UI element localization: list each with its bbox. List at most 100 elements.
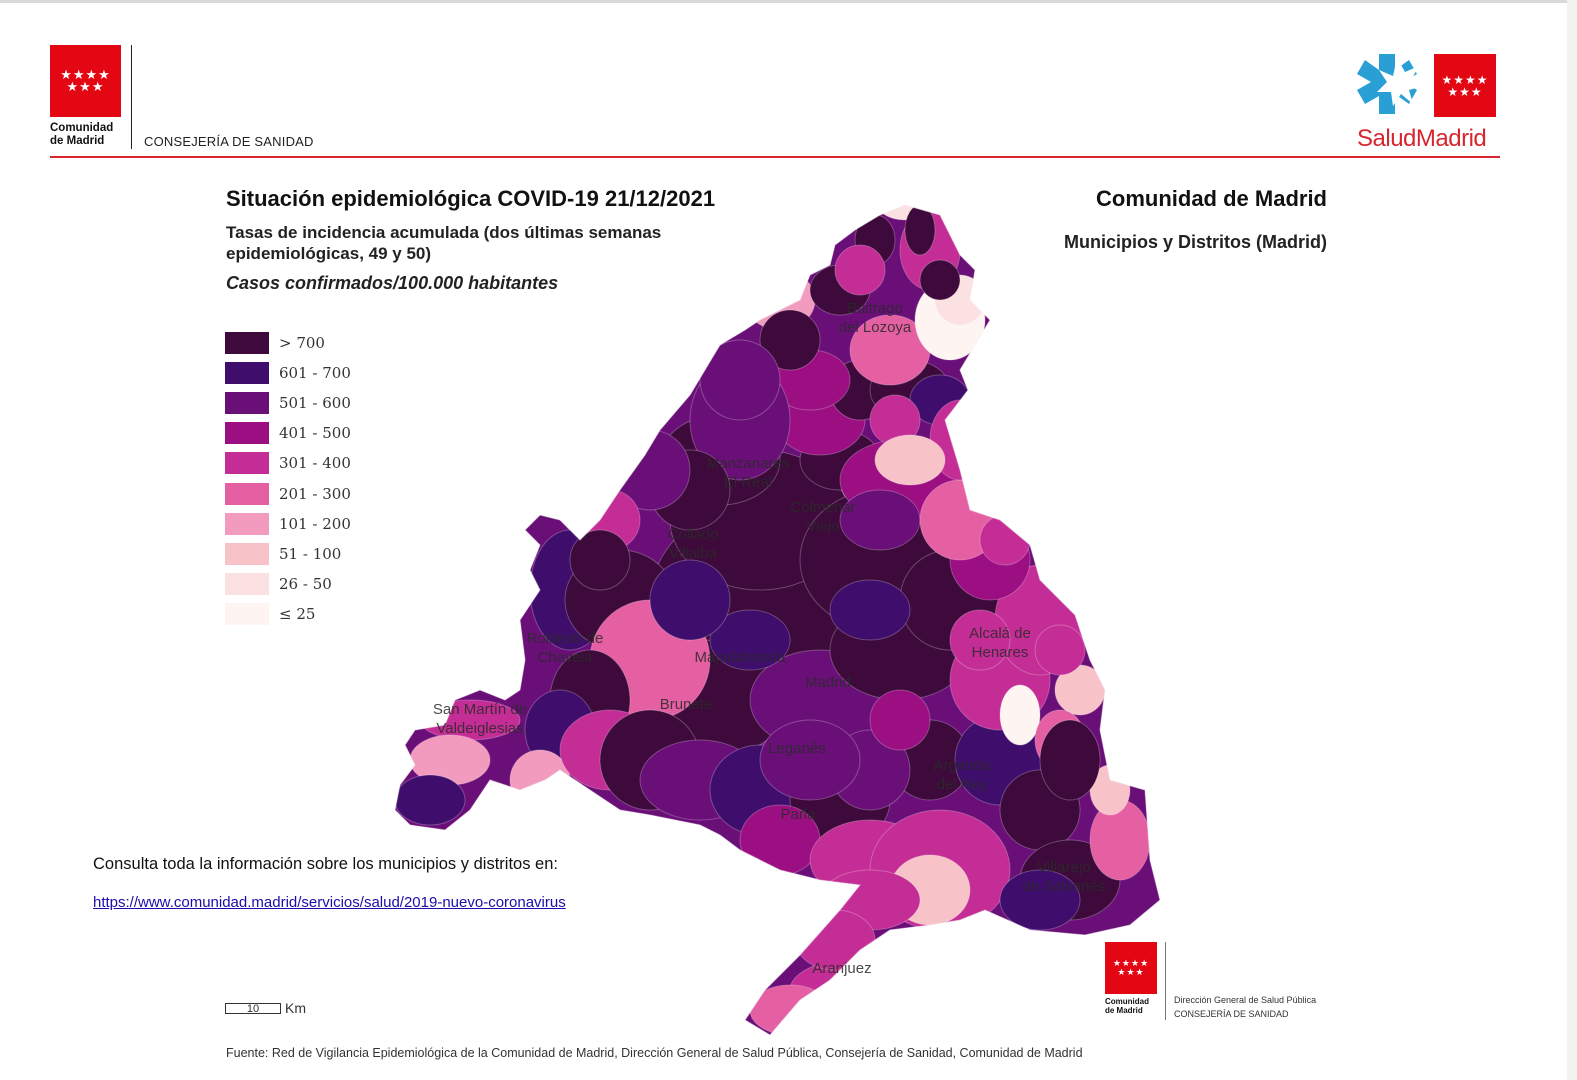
org-name: Comunidad de Madrid [50, 122, 121, 148]
legend-item: 26 - 50 [225, 569, 351, 599]
municipality-area [999, 869, 1081, 931]
legend-item: 601 - 700 [225, 358, 351, 388]
footer-flag-icon: ★★★★ ★★★ [1105, 942, 1157, 994]
stars-icon: ★★★★ ★★★ [60, 67, 111, 94]
legend-swatch [225, 512, 269, 535]
label-colmenar-1: Colmenar [790, 499, 855, 516]
legend-swatch [225, 602, 269, 625]
region-title: Comunidad de Madrid [1096, 186, 1327, 211]
municipality-area [904, 205, 936, 256]
comunidad-madrid-logo: ★★★★ ★★★ Comunidad de Madrid [50, 45, 121, 148]
municipality-area [395, 774, 466, 826]
legend-swatch [225, 572, 269, 595]
scale-bar-box: 10 [225, 1002, 281, 1014]
legend-label: 601 - 700 [279, 364, 351, 383]
label-arganda-2: del Rey [937, 776, 988, 793]
legend-label: 101 - 200 [279, 514, 351, 533]
legend-label: 26 - 50 [279, 574, 332, 593]
footer-org-line1: Comunidad [1105, 997, 1149, 1006]
municipality-area [1034, 624, 1086, 676]
legend-item: ≤ 25 [225, 599, 351, 629]
header-red-line [50, 156, 1500, 158]
label-villarejo-2: de Salvanés [1023, 878, 1106, 895]
label-robledo-2: Chavela [537, 649, 593, 666]
label-majadahonda: Majadahonda [695, 649, 787, 666]
municipality-area [649, 559, 731, 641]
scale-bar: 10 Km [225, 1000, 306, 1016]
top-border [0, 0, 1577, 3]
municipality-area [834, 244, 886, 296]
legend-swatch [225, 422, 269, 445]
label-brunete: Brunete [660, 696, 713, 713]
municipality-area [699, 339, 781, 421]
legend-item: 101 - 200 [225, 509, 351, 539]
footer-logo: ★★★★ ★★★ Comunidad de Madrid [1105, 942, 1157, 1015]
region-outline [394, 204, 1161, 1036]
legend-swatch [225, 482, 269, 505]
legend-swatch [225, 362, 269, 385]
info-link[interactable]: https://www.comunidad.madrid/servicios/s… [93, 894, 566, 911]
label-villarejo-1: Villarejo [1037, 859, 1090, 876]
municipality-area [1039, 719, 1101, 801]
legend-swatch [225, 332, 269, 355]
map-title: Situación epidemiológica COVID-19 21/12/… [226, 186, 716, 211]
municipality-area [759, 309, 821, 371]
legend-label: > 700 [279, 334, 325, 353]
map-legend: > 700 601 - 700 501 - 600 401 - 500 301 - 40… [225, 328, 351, 629]
label-san-martin-1: San Martín de [433, 701, 527, 718]
legend-label: 401 - 500 [279, 424, 351, 443]
consejeria-label: CONSEJERÍA DE SANIDAD [144, 134, 314, 149]
right-edge-shade [1567, 0, 1577, 1080]
municipality-area [749, 984, 831, 1035]
label-buitrago-1: Buitrago [847, 300, 903, 317]
footer-divider [1165, 942, 1166, 1020]
footer-line1: Dirección General de Salud Pública [1174, 995, 1317, 1005]
label-buitrago-2: del Lozoya [839, 319, 912, 336]
label-leganes: Leganés [768, 740, 826, 757]
source-note: Fuente: Red de Vigilancia Epidemiológica… [226, 1046, 1083, 1060]
municipality-area [979, 514, 1031, 566]
legend-item: > 700 [225, 328, 351, 358]
label-arganda-1: Arganda [934, 757, 991, 774]
salud-star-icon [1357, 54, 1423, 114]
legend-item: 401 - 500 [225, 418, 351, 448]
legend-item: 201 - 300 [225, 478, 351, 508]
label-colmenar-2: Viejo [806, 518, 839, 535]
map-subtitle: Tasas de incidencia acumulada (dos últim… [226, 223, 662, 263]
region-subtitle: Municipios y Distritos (Madrid) [1063, 232, 1327, 252]
madrid-word: Madrid [1415, 125, 1487, 152]
legend-item: 301 - 400 [225, 448, 351, 478]
legend-item: 501 - 600 [225, 388, 351, 418]
legend-label: ≤ 25 [279, 604, 316, 623]
municipality-area [759, 719, 861, 801]
legend-label: 301 - 400 [279, 454, 351, 473]
footer-org-name: Comunidad de Madrid [1105, 997, 1157, 1015]
map-units: Casos confirmados/100.000 habitantes [226, 273, 559, 293]
label-parla: Parla [780, 806, 816, 823]
label-robledo-1: Robledo de [527, 630, 604, 647]
label-manzanares-1: Manzanares [707, 455, 790, 472]
footer-org-line2: de Madrid [1105, 1006, 1143, 1015]
legend-label: 501 - 600 [279, 394, 351, 413]
label-collado-1: Collado [668, 526, 719, 543]
label-alcala-1: Alcalá de [969, 625, 1031, 642]
municipality-area [949, 609, 1011, 671]
legend-swatch [225, 392, 269, 415]
org-name-line1: Comunidad [50, 122, 114, 134]
municipality-area [999, 684, 1041, 746]
scale-unit: Km [285, 1000, 306, 1016]
legend-swatch [225, 452, 269, 475]
legend-label: 201 - 300 [279, 484, 351, 503]
label-alcala-2: Henares [972, 644, 1029, 661]
label-san-martin-2: Valdeiglesias [436, 720, 523, 737]
municipality-area [829, 579, 911, 641]
salud-madrid-wordmark: SaludMadrid [1357, 125, 1487, 153]
municipality-area [874, 434, 946, 486]
label-collado-2: Villalba [669, 545, 718, 562]
salud-word: Salud [1357, 125, 1416, 152]
municipality-area [569, 529, 631, 591]
salud-madrid-logo: ★★★★ ★★★ SaludMadrid [1357, 52, 1497, 152]
salud-flag-icon: ★★★★ ★★★ [1434, 54, 1496, 117]
footer-stars-icon: ★★★★ ★★★ [1112, 958, 1150, 977]
legend-swatch [225, 542, 269, 565]
